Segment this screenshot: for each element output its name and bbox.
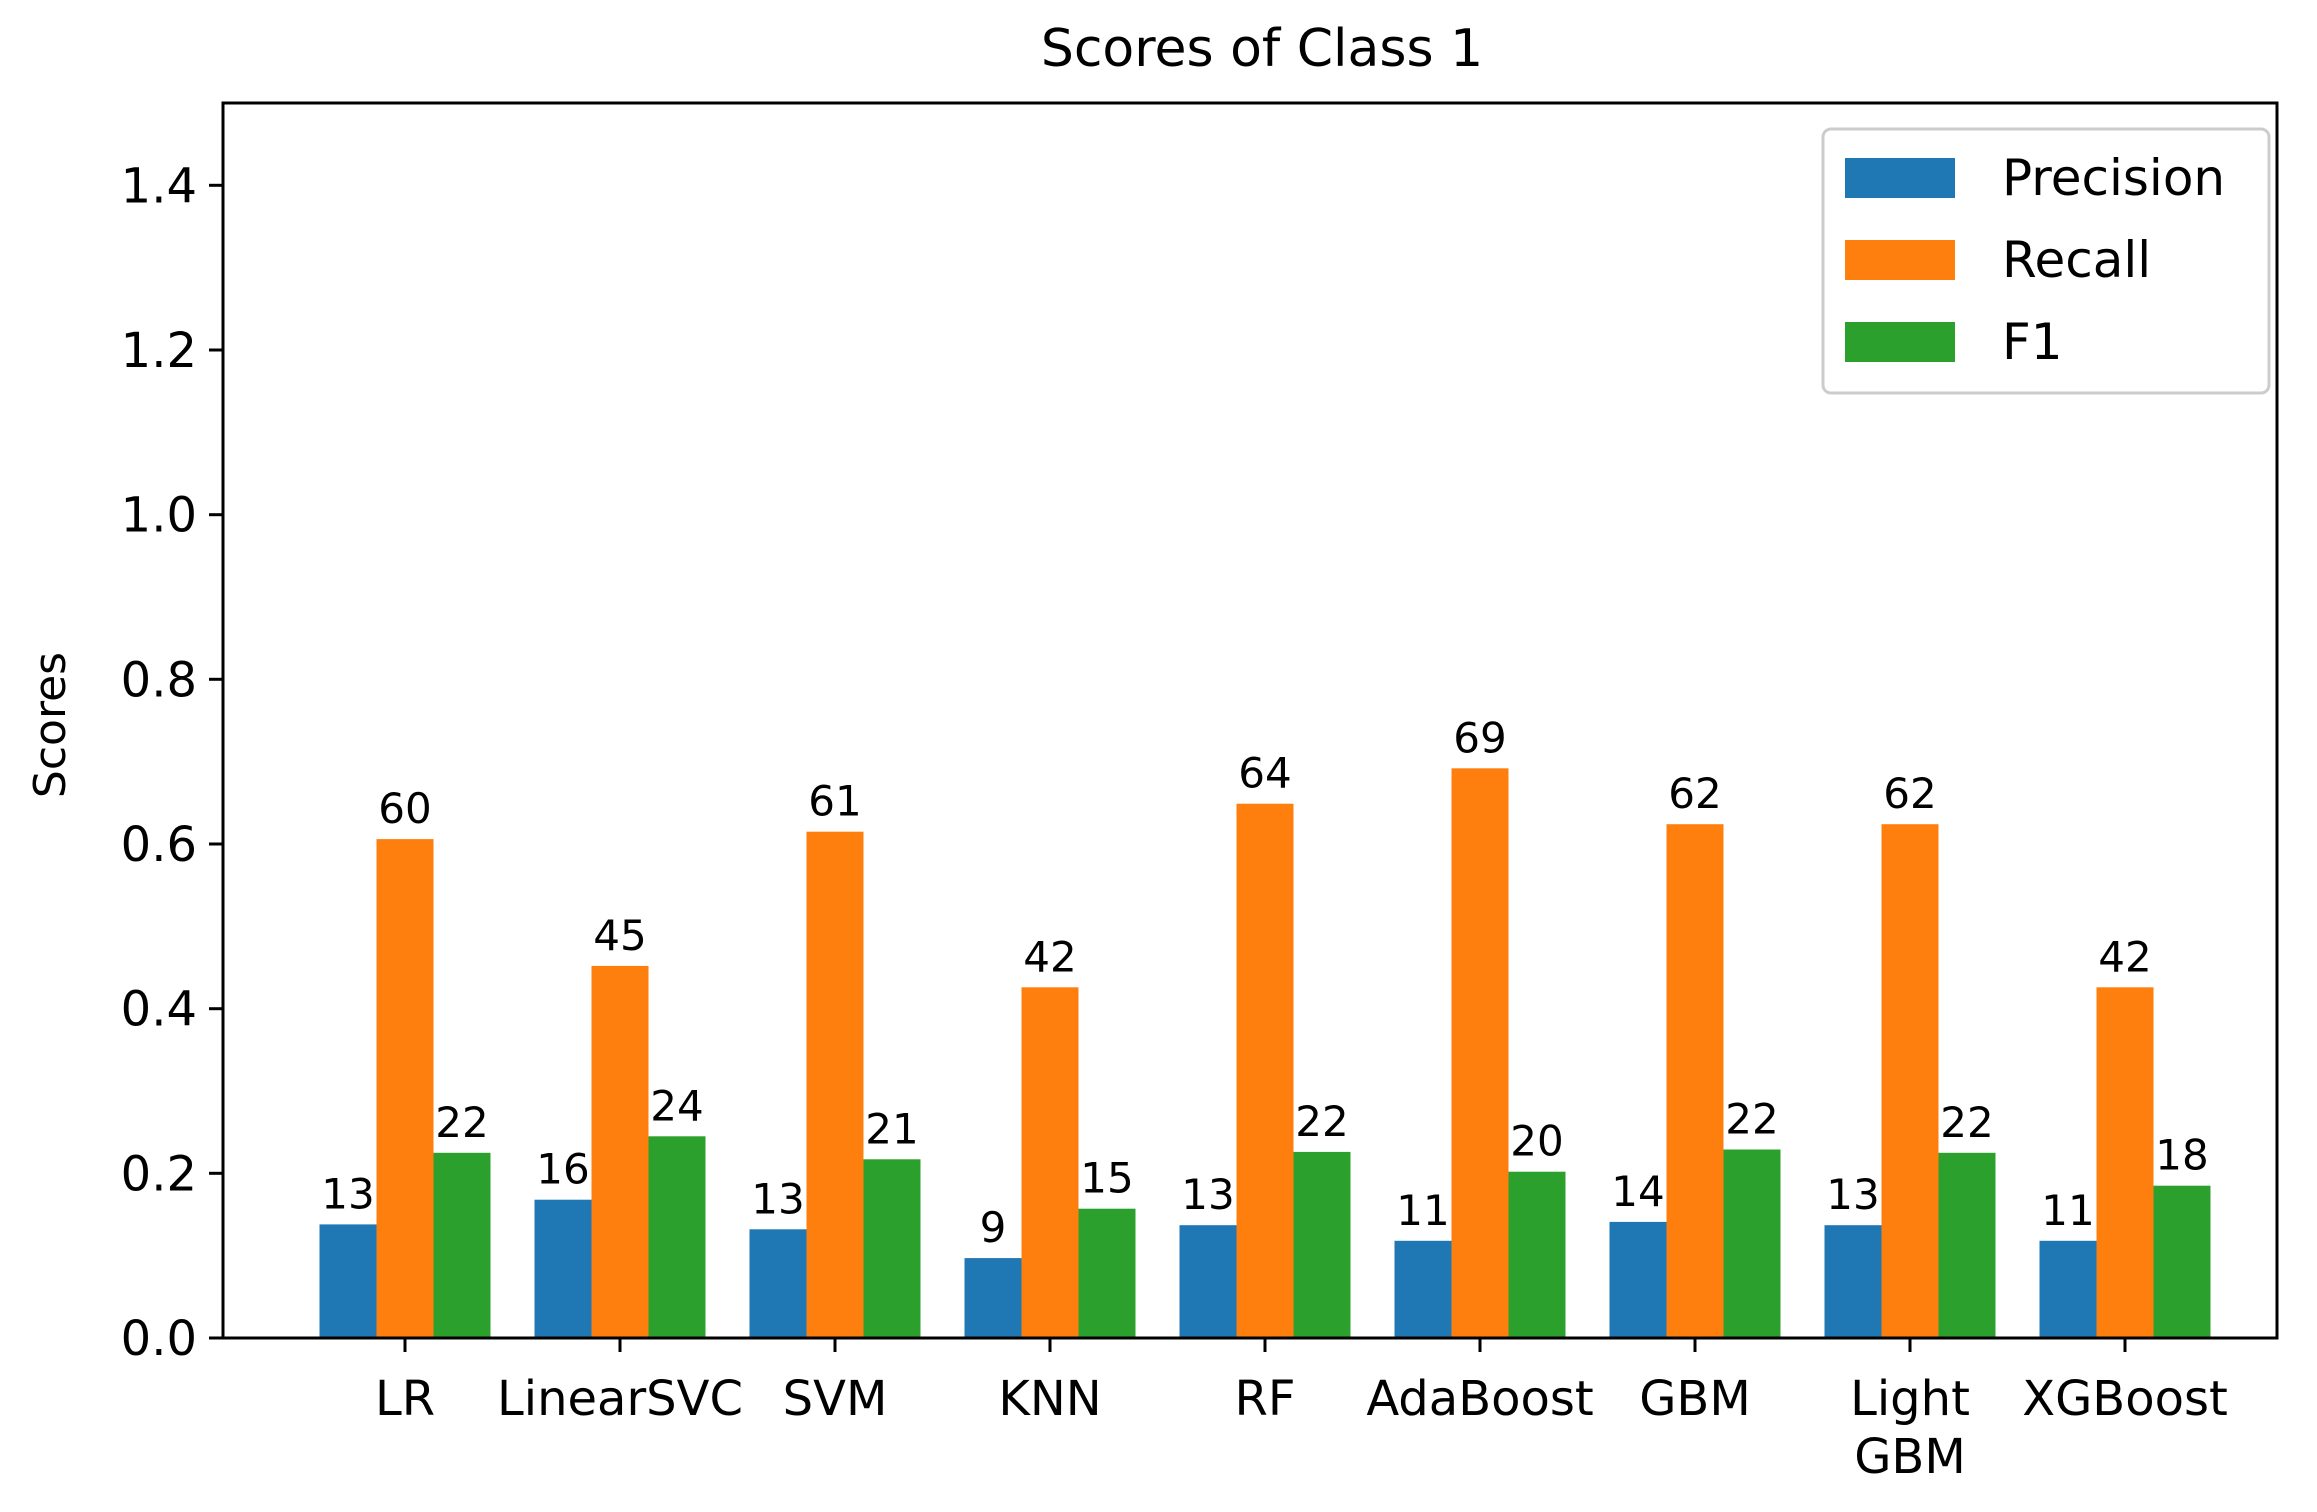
bar-precision-2 (534, 1199, 592, 1338)
bar-recall-6 (1451, 768, 1509, 1338)
bar-precision-3 (749, 1229, 807, 1338)
x-tick-label: LR (375, 1371, 435, 1427)
bar-recall-2 (591, 965, 649, 1338)
x-tick-label: KNN (998, 1371, 1101, 1427)
x-tick-label: GBM (1639, 1371, 1751, 1427)
bar-value-label: 62 (1668, 769, 1721, 818)
bar-value-label: 11 (1396, 1186, 1449, 1235)
bar-recall-8 (1881, 824, 1939, 1338)
chart-title: Scores of Class 1 (1041, 19, 1483, 79)
y-axis-label: Scores (25, 652, 76, 798)
bar-value-label: 9 (980, 1203, 1007, 1252)
bar-f1-7 (1723, 1149, 1781, 1338)
bar-value-label: 13 (321, 1169, 374, 1218)
bar-value-label: 18 (2155, 1131, 2208, 1180)
legend-swatch-precision (1845, 158, 1955, 198)
y-tick-label: 0.8 (121, 652, 197, 708)
y-tick-label: 0.4 (121, 982, 197, 1038)
y-tick-label: 1.0 (121, 488, 197, 544)
bar-value-label: 11 (2041, 1186, 2094, 1235)
plot-area: 13 60 22 16 45 24 13 61 21 9 42 15 13 64 22 11 69 20 14 62 2… (221, 101, 2279, 1340)
bar-value-label: 64 (1238, 749, 1291, 798)
bar-labels-layer: 13 60 22 16 45 24 13 61 21 9 42 15 13 64 22 11 69 20 14 62 2… (321, 713, 2208, 1252)
bar-value-label: 16 (536, 1145, 589, 1194)
bar-value-label: 13 (1826, 1170, 1879, 1219)
x-tick-label: RF (1235, 1371, 1296, 1427)
bar-f1-3 (863, 1159, 921, 1338)
y-tick-label: 0.0 (121, 1311, 197, 1367)
bar-value-label: 61 (808, 777, 861, 826)
bar-precision-5 (1179, 1225, 1237, 1338)
bar-recall-4 (1021, 987, 1079, 1338)
bar-f1-9 (2153, 1185, 2211, 1338)
x-tick-label: XGBoost (2022, 1371, 2228, 1427)
bar-recall-7 (1666, 824, 1724, 1338)
bar-precision-6 (1394, 1240, 1452, 1338)
bar-value-label: 13 (751, 1174, 804, 1223)
x-tick-label: SVM (783, 1371, 888, 1427)
bar-value-label: 14 (1611, 1167, 1664, 1216)
plot-frame (221, 101, 2279, 1340)
y-axis: 0.0 0.2 0.4 0.6 0.8 1.0 1.2 1.4 (121, 158, 223, 1367)
bar-value-label: 42 (1023, 932, 1076, 981)
bar-recall-1 (376, 839, 434, 1338)
bar-f1-5 (1293, 1151, 1351, 1338)
legend: Precision Recall F1 (1821, 127, 2271, 395)
bar-value-label: 15 (1080, 1154, 1133, 1203)
bar-precision-4 (964, 1258, 1022, 1338)
bar-f1-1 (433, 1152, 491, 1339)
x-axis: LR LinearSVC SVM KNN RF AdaBoost GBM Light GBM XG… (375, 1338, 2228, 1485)
bar-value-label: 22 (435, 1098, 488, 1147)
x-tick-label: LinearSVC (497, 1371, 743, 1427)
legend-swatch-f1 (1845, 322, 1955, 362)
y-tick-label: 0.6 (121, 817, 197, 873)
legend-swatch-recall (1845, 240, 1955, 280)
bar-f1-6 (1508, 1171, 1566, 1338)
bar-f1-8 (1938, 1152, 1996, 1339)
bar-recall-9 (2096, 987, 2154, 1338)
bar-precision-1 (319, 1224, 377, 1338)
bar-recall-3 (806, 831, 864, 1338)
bar-recall-5 (1236, 803, 1294, 1338)
bar-value-label: 62 (1883, 769, 1936, 818)
bar-value-label: 13 (1181, 1170, 1234, 1219)
y-tick-label: 1.4 (121, 158, 197, 214)
bar-precision-7 (1609, 1221, 1667, 1338)
bar-value-label: 60 (378, 784, 431, 833)
legend-label-recall: Recall (2002, 231, 2151, 289)
x-tick-label: AdaBoost (1366, 1371, 1593, 1427)
bar-value-label: 21 (865, 1104, 918, 1153)
bar-value-label: 24 (650, 1081, 703, 1130)
legend-label-precision: Precision (2002, 149, 2225, 207)
y-tick-label: 1.2 (121, 323, 197, 379)
legend-label-f1: F1 (2002, 313, 2063, 371)
bar-f1-2 (648, 1136, 706, 1338)
bar-value-label: 69 (1453, 713, 1506, 762)
legend-entries: Precision Recall F1 (1845, 149, 2225, 371)
bar-precision-9 (2039, 1240, 2097, 1338)
bars-layer (319, 768, 2211, 1339)
bar-value-label: 45 (593, 911, 646, 960)
bar-value-label: 22 (1295, 1097, 1348, 1146)
bar-value-label: 42 (2098, 932, 2151, 981)
bar-precision-8 (1824, 1225, 1882, 1338)
bar-value-label: 20 (1510, 1117, 1563, 1166)
y-tick-label: 0.2 (121, 1146, 197, 1202)
bar-f1-4 (1078, 1208, 1136, 1338)
bar-value-label: 22 (1940, 1098, 1993, 1147)
bar-value-label: 22 (1725, 1095, 1778, 1144)
x-tick-label: Light GBM (1850, 1371, 1970, 1485)
